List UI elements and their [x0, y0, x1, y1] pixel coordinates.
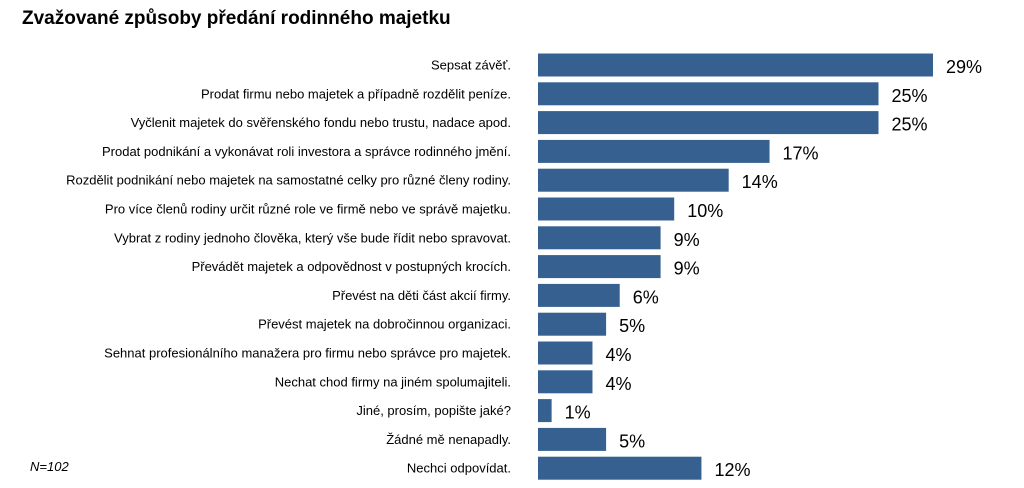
category-label: Rozdělit podnikání nebo majetek na samos…	[66, 173, 511, 188]
value-label: 6%	[633, 287, 659, 307]
bar	[538, 283, 620, 307]
bar	[538, 168, 729, 192]
value-label: 29%	[946, 57, 982, 77]
category-label: Převádět majetek a odpovědnost v postupn…	[192, 259, 511, 274]
value-label: 17%	[783, 143, 819, 163]
value-label: 10%	[687, 201, 723, 221]
bar	[538, 255, 661, 279]
bar	[538, 312, 607, 336]
sample-size-note: N=102	[30, 459, 69, 474]
category-label: Převést majetek na dobročinnou organizac…	[258, 317, 511, 332]
bar	[538, 399, 552, 423]
category-label: Prodat podnikání a vykonávat roli invest…	[102, 144, 511, 159]
value-label: 4%	[605, 345, 631, 365]
value-label: 5%	[619, 316, 645, 336]
value-label: 25%	[892, 115, 928, 135]
category-label: Prodat firmu nebo majetek a případně roz…	[201, 86, 511, 101]
bar	[538, 139, 770, 163]
value-label: 9%	[674, 259, 700, 279]
value-label: 9%	[674, 230, 700, 250]
bar	[538, 226, 661, 250]
category-label: Vybrat z rodiny jednoho člověka, který v…	[114, 230, 511, 245]
bar	[538, 456, 702, 480]
bar	[538, 341, 593, 365]
category-label: Jiné, prosím, popište jaké?	[356, 403, 511, 418]
value-label: 1%	[565, 403, 591, 423]
bar	[538, 197, 675, 221]
bar	[538, 82, 879, 106]
chart-title: Zvažované způsoby předání rodinného maje…	[22, 8, 451, 29]
value-label: 25%	[892, 86, 928, 106]
category-label: Nechci odpovídat.	[407, 461, 511, 476]
category-label: Žádné mě nenapadly.	[386, 432, 511, 447]
bar	[538, 111, 879, 135]
category-label: Nechat chod firmy na jiném spolumajiteli…	[275, 374, 511, 389]
category-label: Sepsat závěť.	[431, 58, 511, 73]
category-label: Sehnat profesionálního manažera pro firm…	[104, 346, 511, 361]
category-label: Pro více členů rodiny určit různé role v…	[105, 202, 511, 217]
value-label: 5%	[619, 431, 645, 451]
bar	[538, 370, 593, 394]
value-label: 14%	[742, 172, 778, 192]
category-label: Převést na děti část akcií firmy.	[332, 288, 511, 303]
value-label: 4%	[605, 374, 631, 394]
bar	[538, 53, 933, 77]
category-label: Vyčlenit majetek do svěřenského fondu ne…	[131, 115, 511, 130]
value-label: 12%	[714, 460, 750, 480]
bar	[538, 427, 607, 451]
